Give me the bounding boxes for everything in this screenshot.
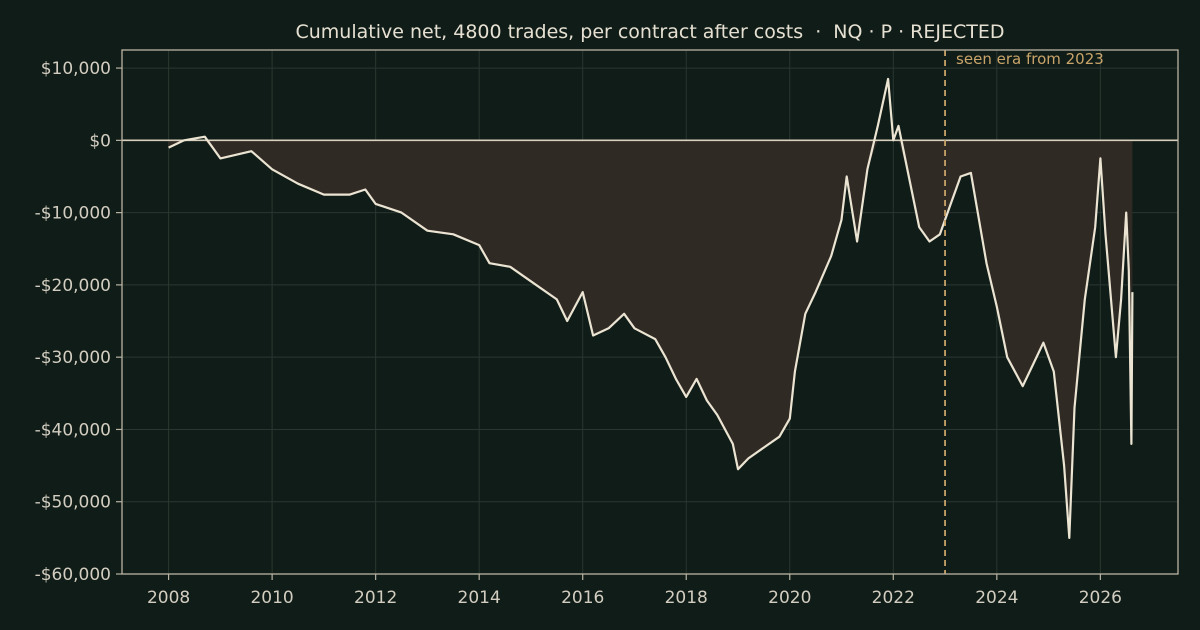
y-tick-label: -$60,000 [35, 565, 111, 585]
y-tick-label: -$10,000 [35, 204, 111, 224]
seen-era-annotation: seen era from 2023 [956, 50, 1104, 68]
x-tick-label: 2008 [147, 588, 190, 608]
plot-frame [121, 49, 1179, 575]
y-tick-label: -$30,000 [35, 348, 111, 368]
y-tick-label: -$20,000 [35, 276, 111, 296]
underwater-fill [168, 140, 1133, 538]
chart-title: Cumulative net, 4800 trades, per contrac… [295, 21, 1004, 43]
x-tick-label: 2026 [1079, 588, 1122, 608]
x-tick-label: 2018 [665, 588, 708, 608]
y-axis: $10,000 $0 -$10,000 -$20,000 -$30,000 -$40,00… [35, 59, 122, 585]
y-tick-label: $0 [89, 131, 111, 151]
y-tick-label: -$50,000 [35, 493, 111, 513]
y-tick-label: -$40,000 [35, 420, 111, 440]
x-tick-label: 2022 [872, 588, 915, 608]
x-tick-label: 2020 [768, 588, 811, 608]
x-tick-label: 2012 [354, 588, 397, 608]
x-axis: 2008 2010 2012 2014 2016 2018 2020 2022 2024 2026 [147, 574, 1122, 608]
x-tick-label: 2024 [975, 588, 1018, 608]
x-tick-label: 2014 [458, 588, 501, 608]
y-tick-label: $10,000 [41, 59, 111, 79]
equity-curve-line [168, 77, 1134, 540]
x-tick-label: 2016 [561, 588, 604, 608]
x-tick-label: 2010 [250, 588, 293, 608]
